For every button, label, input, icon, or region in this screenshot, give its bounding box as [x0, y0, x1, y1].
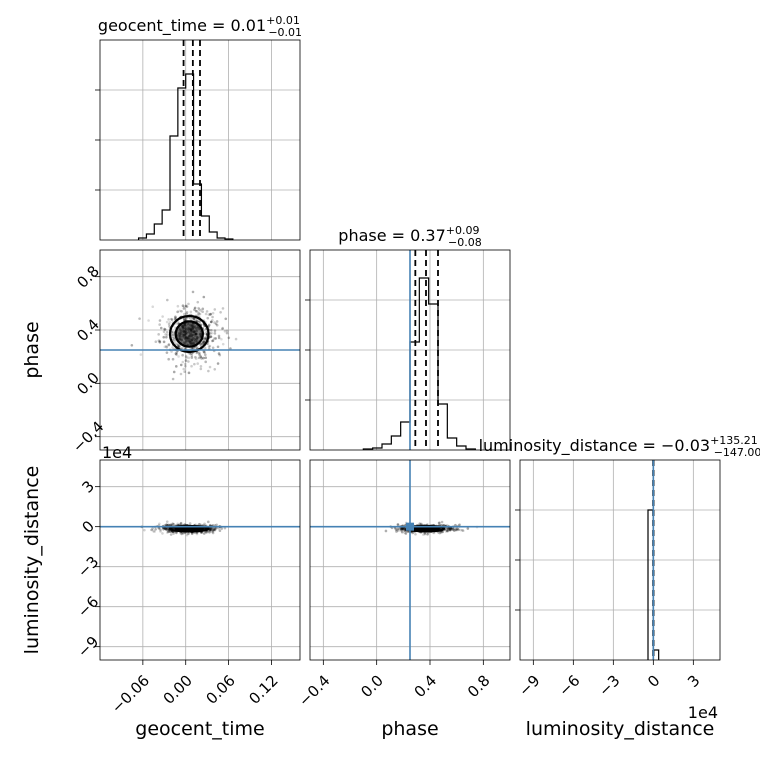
histogram-geocent_time [137, 73, 234, 240]
x-axis-label-phase: phase [381, 718, 438, 740]
contour-inner-phase-vs-geocent_time [174, 320, 204, 348]
tick-label-x-geocent_time-3: 0.12 [245, 672, 281, 708]
tick-label-x-luminosity_distance-0: −9 [515, 672, 543, 700]
x-axis-label-geocent_time: geocent_time [135, 718, 264, 740]
y-axis-label-luminosity_distance: luminosity_distance [21, 466, 43, 655]
title-phase: phase = 0.37+0.09 −0.08 [338, 224, 481, 249]
tick-label-y-luminosity_distance-4: 3 [78, 477, 97, 496]
title-luminosity_distance: luminosity_distance = −0.03+135.21 −147.0… [479, 434, 760, 459]
tick-label-y-phase-3: 0.8 [73, 262, 103, 292]
tick-label-x-phase-2: 0.4 [411, 672, 441, 702]
contour-outer-phase-vs-geocent_time [168, 314, 210, 354]
tick-label-y-phase-2: 0.4 [73, 315, 103, 345]
panel-frame-luminosity_distance-vs-geocent_time [99, 459, 301, 661]
scatter-phase-vs-geocent_time [100, 290, 300, 381]
truth-marker-luminosity_distance-vs-phase [406, 522, 414, 531]
panel-frame-luminosity_distance-vs-phase [309, 459, 511, 661]
tick-label-y-luminosity_distance-2: −3 [74, 553, 102, 581]
tick-label-x-luminosity_distance-1: −6 [555, 672, 583, 700]
tick-label-x-luminosity_distance-4: 3 [684, 672, 703, 691]
x-offset-label-luminosity_distance: 1e4 [688, 703, 718, 722]
title-geocent_time: geocent_time = 0.01+0.01 −0.01 [98, 14, 302, 39]
y-axis-label-phase: phase [21, 321, 43, 378]
tick-label-x-luminosity_distance-3: 0 [644, 672, 663, 691]
histogram-phase [362, 277, 476, 450]
tick-label-x-geocent_time-1: 0.00 [160, 672, 196, 708]
tick-label-y-luminosity_distance-0: −9 [74, 633, 102, 661]
tick-label-x-phase-1: 0.0 [357, 672, 387, 702]
tick-label-y-luminosity_distance-3: 0 [78, 517, 97, 536]
tick-label-x-phase-0: −0.4 [295, 672, 333, 710]
tick-label-x-geocent_time-2: 0.06 [202, 672, 238, 708]
tick-label-x-phase-3: 0.8 [464, 672, 494, 702]
scatter-luminosity_distance-vs-geocent_time [100, 520, 300, 537]
density-core-phase-vs-geocent_time [176, 322, 203, 346]
panel-frame-phase-vs-geocent_time [99, 249, 301, 451]
tick-label-x-geocent_time-0: −0.06 [108, 672, 153, 717]
x-axis-label-luminosity_distance: luminosity_distance [526, 718, 715, 740]
tick-label-y-phase-1: 0.0 [73, 369, 103, 399]
y-offset-label-luminosity_distance: 1e4 [102, 443, 132, 462]
scatter-luminosity_distance-vs-phase [310, 460, 510, 660]
tick-label-y-luminosity_distance-1: −6 [74, 593, 102, 621]
tick-label-x-luminosity_distance-2: −3 [595, 672, 623, 700]
